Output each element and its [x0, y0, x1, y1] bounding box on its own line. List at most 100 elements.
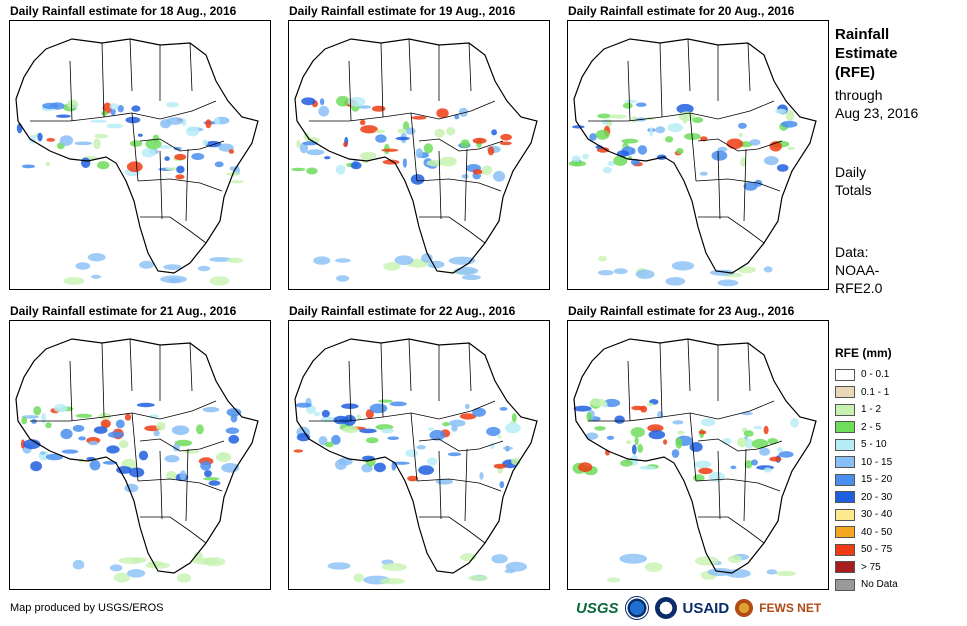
country-border: [416, 478, 502, 492]
through-label: through: [835, 87, 883, 103]
country-border: [410, 112, 418, 182]
rainfall-cell: [381, 428, 394, 434]
logo-strip: USGS USAID FEWS NET: [576, 596, 821, 620]
continent-outline: [15, 338, 259, 574]
rainfall-cell: [230, 414, 238, 423]
rainfall-cell: [318, 436, 328, 446]
rainfall-cell: [171, 425, 190, 435]
rainfall-cell: [164, 156, 170, 161]
country-border: [185, 448, 189, 522]
rainfall-cell: [447, 452, 462, 457]
rainfall-cell: [350, 161, 362, 170]
rainfall-cell: [381, 562, 408, 571]
legend-label: 0 - 0.1: [861, 369, 890, 380]
rainfall-cell: [306, 149, 325, 156]
rainfall-cell: [136, 402, 155, 408]
rainfall-cell: [229, 166, 236, 171]
rainfall-cell: [426, 159, 442, 167]
rainfall-cell: [299, 142, 309, 154]
rainfall-cell: [314, 411, 320, 417]
rainfall-cell: [381, 148, 399, 152]
rainfall-cell: [472, 137, 487, 144]
map-credit: Map produced by USGS/EROS: [10, 602, 164, 614]
rainfall-cell: [359, 119, 366, 126]
country-border: [659, 42, 663, 118]
rainfall-cell: [215, 452, 232, 463]
rainfall-cell: [75, 413, 93, 418]
legend-swatch: [835, 456, 855, 468]
legend-item: 50 - 75: [835, 541, 892, 558]
rainfall-cell: [391, 461, 410, 465]
rainfall-cell: [597, 113, 612, 119]
country-border: [137, 178, 223, 192]
country-border: [408, 338, 412, 392]
rainfall-cell: [347, 96, 366, 107]
rainfall-cell: [41, 412, 47, 424]
rainfall-cell: [582, 153, 589, 160]
rainfall-cell: [598, 255, 607, 262]
legend-item: 40 - 50: [835, 524, 892, 541]
rainfall-cell: [511, 413, 517, 423]
rainfall-cell: [630, 427, 645, 438]
rainfall-cell: [415, 148, 423, 159]
title-line: (RFE): [835, 64, 875, 81]
rainfall-cell: [124, 413, 132, 421]
rainfall-cell: [228, 434, 240, 444]
rainfall-cell: [324, 156, 331, 160]
rainfall-cell: [306, 405, 316, 415]
panel-title-21: Daily Rainfall estimate for 21 Aug., 201…: [10, 304, 237, 318]
rainfall-cell: [214, 117, 220, 125]
rainfall-cell: [573, 405, 592, 412]
rainfall-cell: [620, 459, 633, 467]
rainfall-cell: [675, 437, 683, 449]
legend-label: 30 - 40: [861, 509, 893, 520]
rainfall-cell: [459, 413, 477, 420]
rainfall-cell: [200, 461, 212, 471]
rainfall-cell: [744, 438, 754, 449]
legend-label: 10 - 15: [861, 456, 893, 468]
africa-map: [291, 38, 538, 282]
legend-item: No Data: [835, 576, 898, 593]
legend-label: 20 - 30: [861, 491, 893, 503]
country-border: [659, 342, 663, 418]
rainfall-cell: [291, 167, 306, 172]
rainfall-cell: [293, 449, 304, 453]
rainfall-cell: [87, 253, 106, 262]
country-border: [697, 438, 783, 452]
country-border: [743, 148, 747, 222]
rainfall-cell: [586, 411, 592, 422]
rainfall-cell: [502, 446, 514, 450]
legend-swatch: [835, 386, 855, 398]
continent-outline: [294, 38, 538, 274]
rainfall-cell: [156, 421, 166, 431]
country-border: [101, 342, 105, 418]
rainfall-cell: [360, 125, 378, 134]
rainfall-cell: [693, 460, 712, 469]
rainfall-cell: [464, 403, 470, 410]
rainfall-cell: [738, 122, 747, 129]
rainfall-cell: [72, 559, 85, 570]
rainfall-cell: [379, 578, 405, 585]
data-source: Data: NOAA- RFE2.0: [835, 243, 882, 297]
rainfall-cell: [418, 465, 434, 475]
rainfall-cell: [90, 119, 108, 123]
through-value: Aug 23, 2016: [835, 105, 919, 121]
rainfall-cell: [751, 459, 758, 466]
legend-swatch: [835, 526, 855, 538]
rainfall-cell: [394, 255, 414, 265]
rainfall-cell: [728, 555, 743, 564]
data-line: Data:: [835, 244, 869, 260]
rainfall-cell: [442, 422, 450, 427]
rainfall-cell: [225, 427, 240, 434]
rainfall-cell: [682, 113, 688, 124]
rainfall-cell: [636, 102, 647, 107]
rainfall-cell: [648, 430, 666, 440]
rainfall-cell: [78, 436, 86, 441]
rainfall-cell: [53, 404, 68, 413]
country-border: [69, 60, 73, 122]
rainfall-cell: [81, 157, 91, 169]
rainfall-cell: [730, 465, 737, 470]
rainfall-cell: [214, 161, 224, 168]
rfe-title: Rainfall Estimate (RFE): [835, 25, 898, 82]
country-border: [419, 216, 486, 244]
